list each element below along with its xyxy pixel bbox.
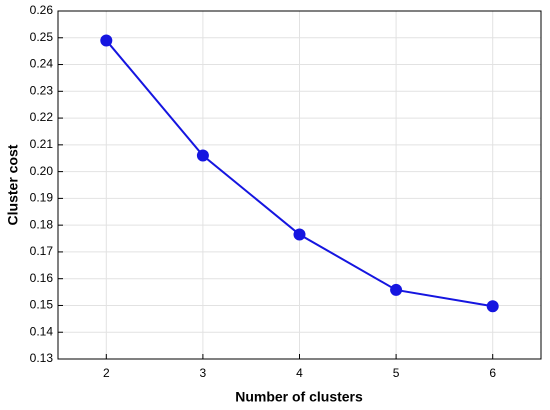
marker (196, 149, 209, 162)
plot-frame (57, 10, 542, 360)
y-tick-label: 0.19 (30, 191, 54, 205)
y-tick-label: 0.25 (30, 30, 54, 44)
x-tick-label: 4 (296, 366, 303, 380)
y-tick-label: 0.17 (30, 244, 54, 258)
y-tick-label: 0.21 (30, 137, 54, 151)
y-tick-label: 0.24 (30, 57, 54, 71)
y-tick-label: 0.13 (30, 351, 54, 365)
x-tick-label: 5 (393, 366, 400, 380)
marker (100, 34, 113, 47)
x-tick-label: 6 (489, 366, 496, 380)
y-tick-label: 0.26 (30, 3, 54, 17)
y-tick-label: 0.15 (30, 298, 54, 312)
y-tick-label: 0.18 (30, 217, 54, 231)
y-axis-title: Cluster cost (5, 144, 21, 225)
y-tick-label: 0.16 (30, 271, 54, 285)
y-tick-label: 0.22 (30, 110, 54, 124)
marker (486, 300, 499, 313)
x-tick-label: 2 (103, 366, 110, 380)
marker (390, 283, 403, 296)
y-tick-label: 0.23 (30, 83, 54, 97)
x-axis-title: Number of clusters (235, 389, 363, 405)
marker (293, 228, 306, 241)
x-tick-label: 3 (200, 366, 207, 380)
y-tick-label: 0.20 (30, 164, 54, 178)
y-tick-label: 0.14 (30, 324, 54, 338)
